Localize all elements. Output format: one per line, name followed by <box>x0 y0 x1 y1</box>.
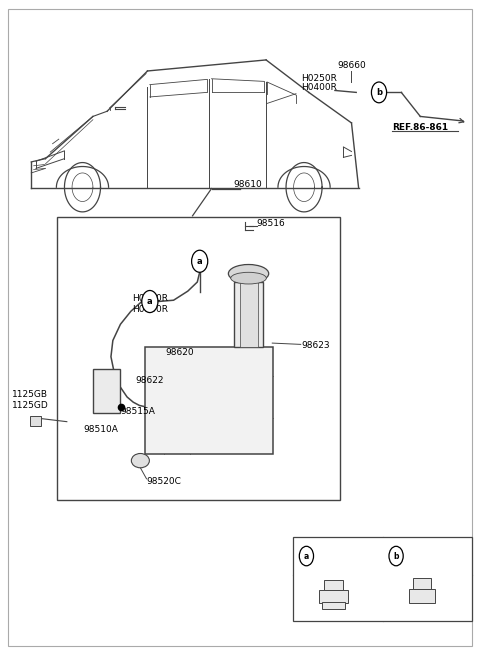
Text: 98520C: 98520C <box>146 477 181 486</box>
Text: 98620: 98620 <box>166 348 194 357</box>
Bar <box>413 578 431 589</box>
Circle shape <box>372 82 386 103</box>
Circle shape <box>389 546 403 566</box>
Text: 98661G: 98661G <box>408 552 443 561</box>
Bar <box>234 282 263 347</box>
Ellipse shape <box>132 453 149 468</box>
Ellipse shape <box>231 272 266 284</box>
Bar <box>319 590 348 603</box>
Bar <box>322 601 345 609</box>
Text: b: b <box>376 88 382 97</box>
Text: H0400R: H0400R <box>301 83 336 92</box>
Text: H0250R: H0250R <box>301 74 336 83</box>
Text: 98516: 98516 <box>257 219 285 228</box>
Text: 98660: 98660 <box>337 61 366 69</box>
Text: 98510A: 98510A <box>84 425 118 434</box>
Text: a: a <box>197 257 203 266</box>
Ellipse shape <box>228 265 269 283</box>
Text: 98515A: 98515A <box>120 407 156 417</box>
Circle shape <box>300 546 313 566</box>
Bar <box>57 217 340 500</box>
Text: 98610: 98610 <box>233 180 262 189</box>
Circle shape <box>192 250 208 272</box>
Bar <box>93 369 120 413</box>
Text: 98662B: 98662B <box>318 552 352 561</box>
Text: 1125GB: 1125GB <box>12 390 48 399</box>
Text: a: a <box>304 552 309 561</box>
Bar <box>240 282 258 347</box>
Bar <box>30 416 41 426</box>
Text: 98622: 98622 <box>136 376 164 385</box>
Text: 1125GD: 1125GD <box>12 401 49 410</box>
Text: H0780R: H0780R <box>132 294 168 303</box>
Text: H0850R: H0850R <box>132 305 168 314</box>
Bar <box>409 589 435 603</box>
Text: REF.86-861: REF.86-861 <box>392 123 448 132</box>
Text: 98623: 98623 <box>301 341 330 350</box>
Bar <box>293 536 472 621</box>
Bar <box>145 347 273 454</box>
Text: b: b <box>393 552 399 561</box>
Text: a: a <box>147 297 153 306</box>
Bar <box>324 580 343 590</box>
Circle shape <box>142 290 158 312</box>
